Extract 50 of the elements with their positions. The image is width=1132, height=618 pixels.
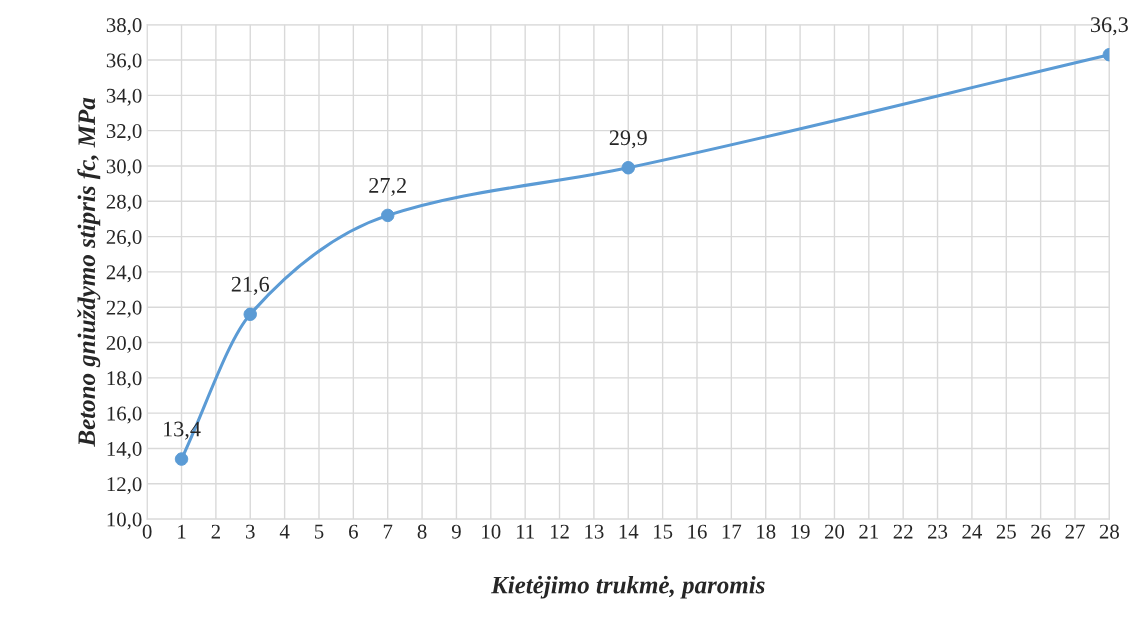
y-tick-label: 24,0: [106, 265, 142, 283]
x-tick-label: 8: [417, 524, 427, 539]
x-tick-label: 1: [178, 524, 186, 539]
y-tick-label: 22,0: [106, 300, 142, 318]
x-tick-label: 20: [824, 524, 845, 539]
y-tick-label: 28,0: [106, 194, 142, 212]
x-tick-label: 13: [585, 524, 604, 539]
x-tick-label: 9: [451, 524, 461, 539]
x-tick-label: 4: [279, 524, 290, 539]
data-label: 27,2: [369, 177, 406, 197]
y-tick-label: 34,0: [106, 88, 142, 106]
x-tick-label: 26: [1031, 524, 1051, 539]
x-axis-title: Kietėjimo trukmė, paromis: [490, 575, 765, 599]
x-tick-label: 19: [791, 524, 810, 539]
x-tick-label: 25: [996, 524, 1016, 539]
x-tick-label: 3: [246, 524, 255, 539]
x-tick-label: 22: [893, 524, 913, 539]
y-tick-label: 38,0: [106, 18, 142, 36]
x-tick-label: 16: [688, 524, 707, 539]
x-tick-label: 6: [349, 524, 358, 539]
x-tick-label: 23: [928, 524, 948, 539]
y-tick-label: 36,0: [106, 53, 142, 71]
x-tick-label: 18: [757, 524, 776, 539]
y-tick-label: 18,0: [107, 371, 142, 389]
x-tick-label: 10: [482, 524, 501, 539]
y-tick-label: 32,0: [106, 124, 142, 142]
x-tick-label: 21: [859, 524, 878, 539]
x-tick-label: 17: [722, 524, 742, 539]
y-tick-label: 16,0: [107, 406, 142, 424]
x-tick-label: 0: [142, 524, 152, 539]
y-tick-label: 14,0: [107, 441, 142, 459]
x-tick-label: 5: [314, 524, 324, 539]
x-tick-label: 11: [516, 524, 534, 539]
x-tick-label: 2: [211, 524, 220, 539]
y-tick-label: 12,0: [107, 477, 142, 495]
x-tick-label: 24: [962, 524, 982, 539]
y-tick-label: 20,0: [106, 335, 142, 353]
x-tick-label: 14: [619, 524, 639, 539]
y-axis-title: Betono gniuždymo stipris fc, MPa: [77, 97, 101, 447]
y-tick-label: 30,0: [106, 159, 142, 177]
data-label: 29,9: [609, 130, 647, 149]
data-label: 36,3: [1090, 17, 1128, 36]
y-tick-label: 26,0: [106, 229, 142, 248]
x-tick-label: 15: [654, 524, 673, 539]
y-tick-label: 10,0: [107, 512, 142, 530]
x-tick-label: 28: [1099, 524, 1119, 539]
x-tick-label: 12: [550, 524, 569, 539]
x-tick-label: 27: [1065, 524, 1085, 539]
data-label: 21,6: [231, 276, 270, 295]
x-tick-label: 7: [383, 524, 393, 539]
